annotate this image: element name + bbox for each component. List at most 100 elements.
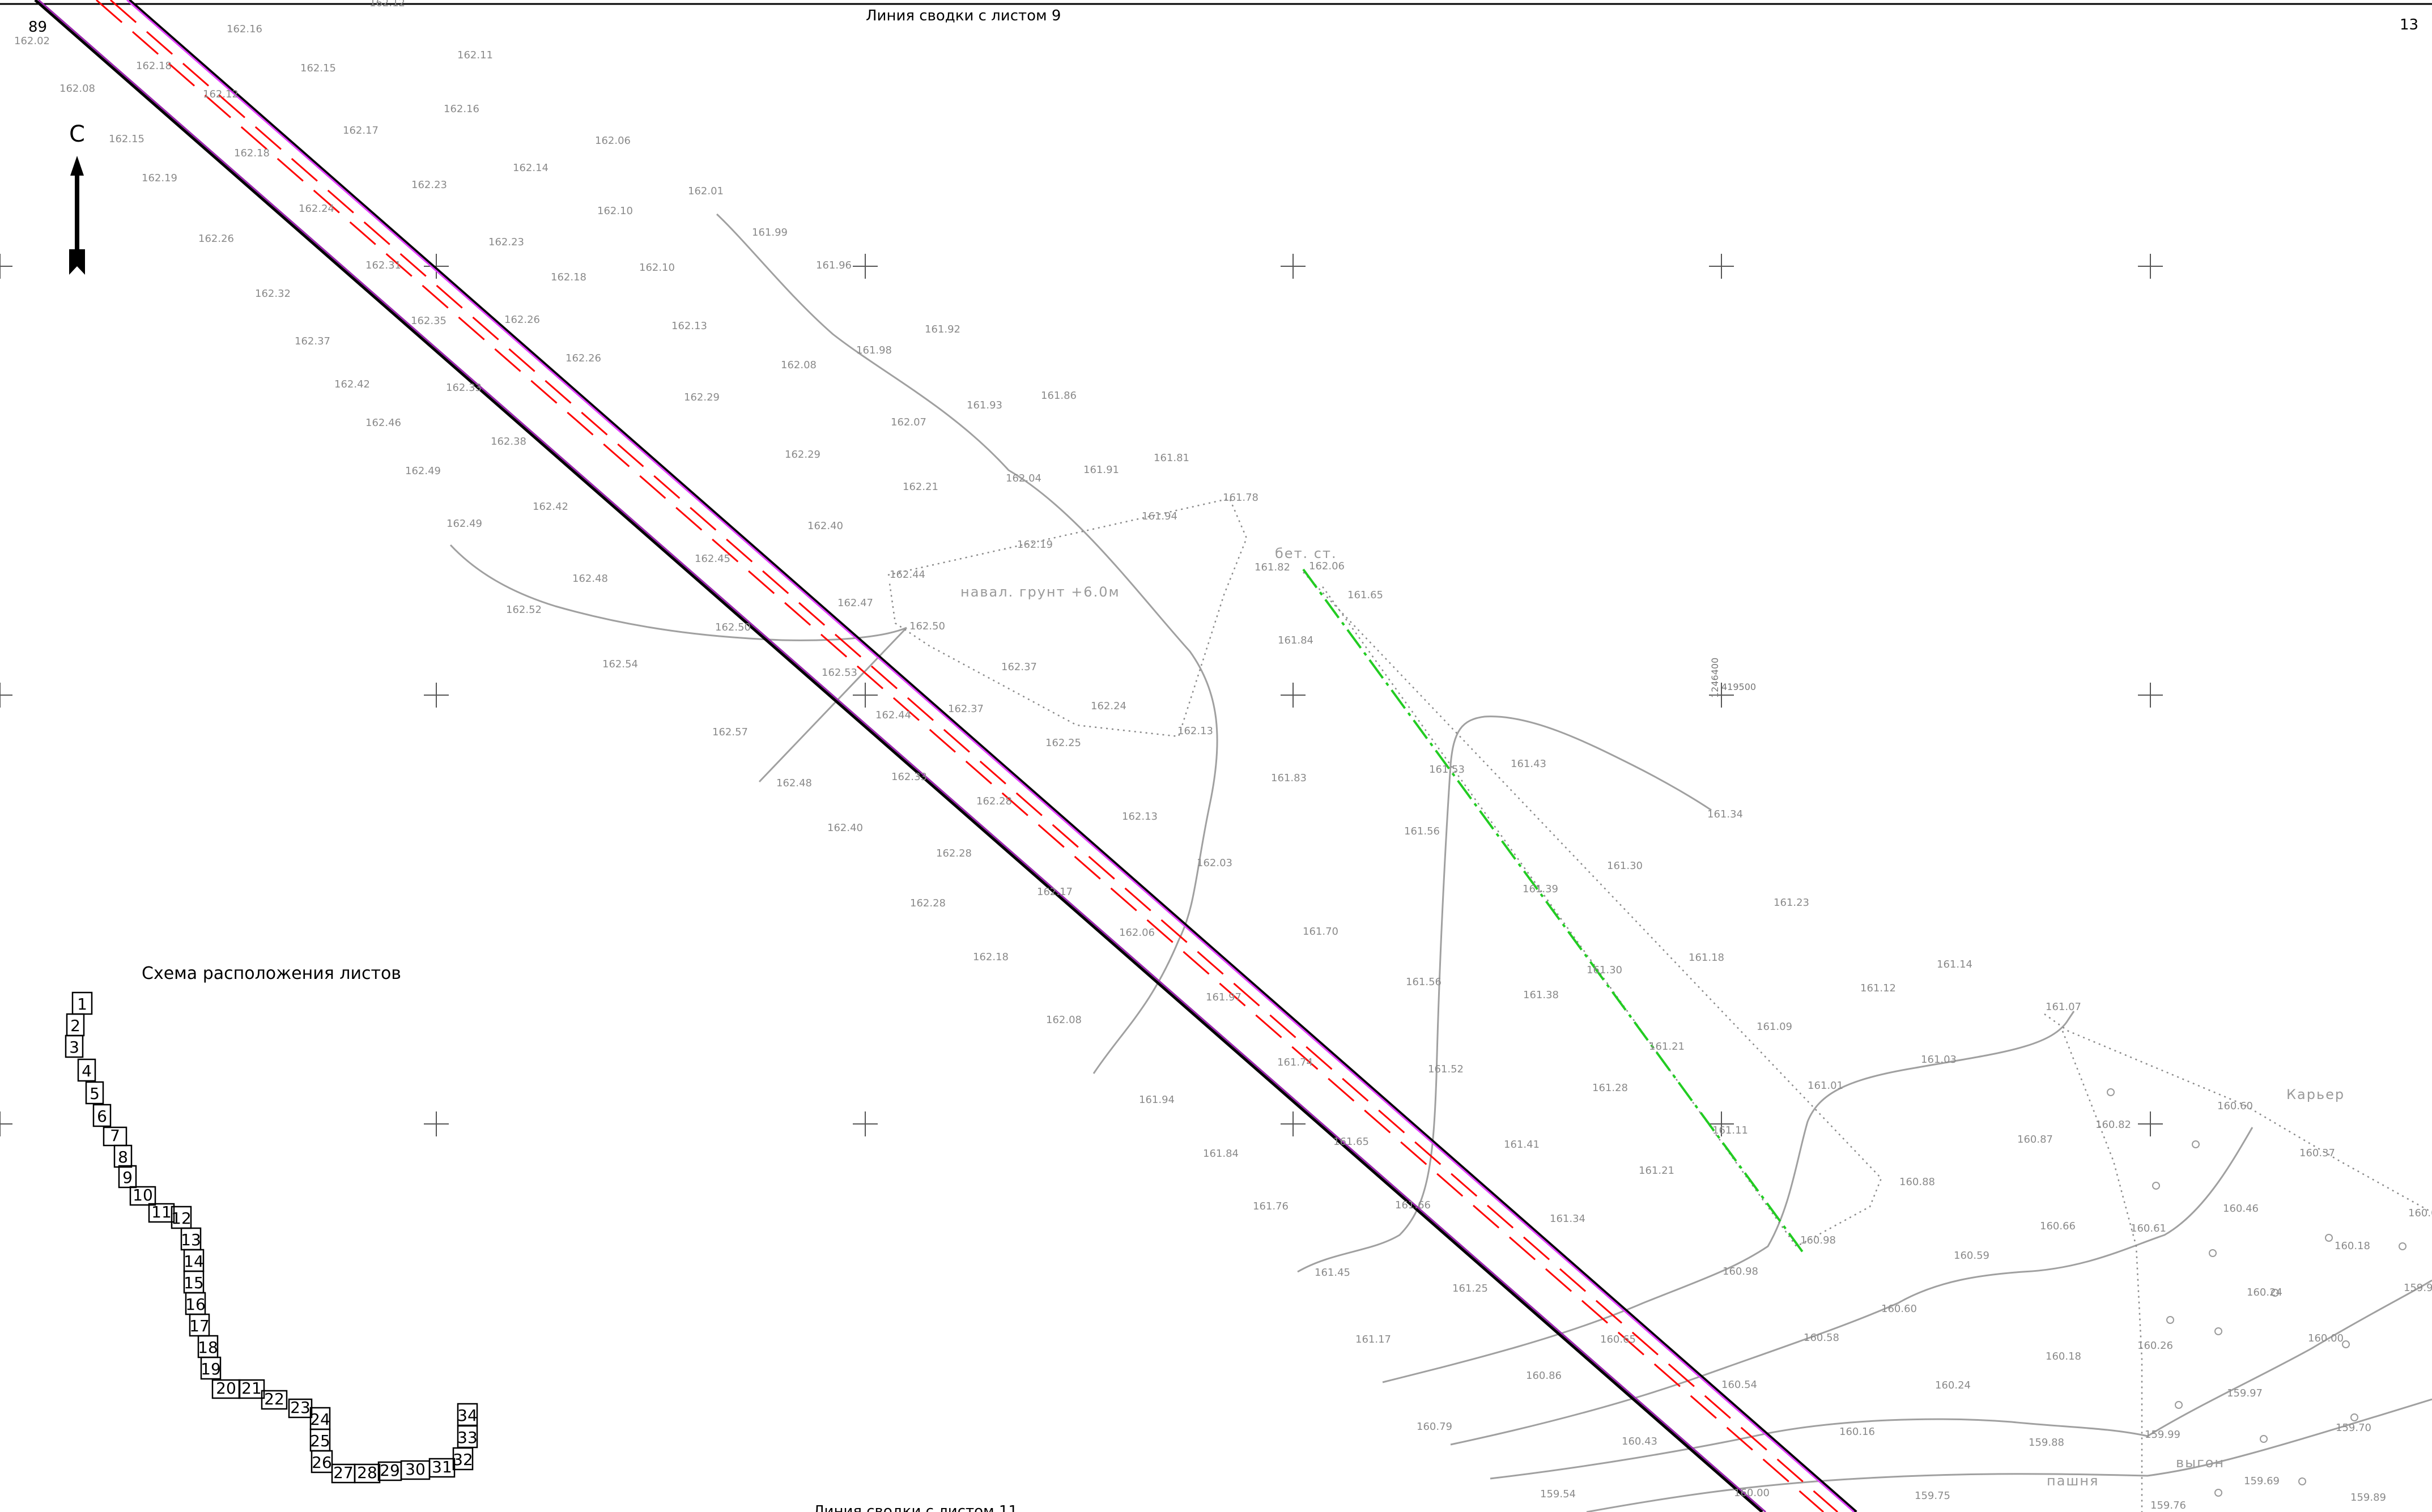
elevation-label: 162.23	[488, 236, 524, 248]
elevation-label: 161.23	[1774, 897, 1809, 909]
elevation-label: 162.18	[973, 951, 1009, 963]
elevation-label: 161.78	[1223, 492, 1258, 504]
elevation-label: 162.14	[513, 162, 549, 174]
concrete-wall-label: бет. ст.	[1275, 546, 1337, 561]
scheme-tile-number: 9	[122, 1168, 133, 1187]
scheme-tile-frame	[85, 1081, 104, 1105]
elevation-label: 160.18	[2335, 1240, 2370, 1252]
quarry-marker	[2214, 1489, 2222, 1497]
scheme-tile: 22	[261, 1390, 288, 1410]
elevation-label: 161.82	[1255, 561, 1290, 573]
scheme-tile-frame	[65, 1034, 84, 1058]
elevation-label: 161.84	[1278, 634, 1313, 646]
elevation-label: 162.08	[781, 359, 817, 371]
elevation-label: 161.92	[925, 323, 960, 335]
scheme-tile: 24	[309, 1407, 331, 1430]
scheme-tile: 13	[180, 1227, 202, 1251]
elevation-label: 162.37	[1001, 661, 1037, 673]
scheme-tile: 25	[309, 1428, 331, 1452]
scheme-tile-number: 30	[405, 1460, 426, 1479]
pipeline-corridor	[34, 0, 1857, 1512]
quarry-marker	[2214, 1327, 2222, 1335]
scheme-tile-number: 8	[118, 1148, 128, 1166]
scheme-tile: 5	[85, 1081, 104, 1105]
elevation-label: 162.16	[227, 23, 262, 35]
scheme-tile-number: 18	[198, 1338, 218, 1357]
elevation-label: 160.87	[2017, 1134, 2053, 1145]
elevation-label: 161.09	[1757, 1021, 1792, 1033]
scheme-tile-number: 24	[310, 1410, 330, 1429]
elevation-label: 162.12	[369, 0, 405, 9]
elevation-label: 162.18	[551, 271, 586, 283]
elevation-label: 159.76	[2150, 1500, 2186, 1511]
scheme-tile-number: 6	[97, 1107, 107, 1126]
corridor-edge-left-outline	[38, 0, 1766, 1512]
elevation-label: 160.00	[1734, 1487, 1770, 1499]
elevation-label: 162.08	[1046, 1014, 1082, 1026]
scheme-tile: 15	[183, 1270, 205, 1294]
elevation-label: 162.29	[684, 391, 720, 403]
elevation-label: 162.49	[405, 465, 441, 477]
bottom-junction-label: Линия сводки с листом 11	[813, 1503, 1018, 1512]
elevation-label: 161.39	[1523, 883, 1558, 895]
elevation-label: 161.30	[1587, 964, 1622, 976]
quarry-boundary	[2061, 1030, 2143, 1512]
scheme-tile-number: 16	[185, 1295, 206, 1314]
elevation-label: 162.48	[776, 777, 812, 789]
elevation-label: 161.93	[967, 399, 1002, 411]
elevation-label: 162.44	[890, 569, 925, 581]
arable-label: пашня	[2047, 1473, 2099, 1489]
elevation-label: 161.86	[1041, 390, 1077, 402]
scheme-tile-number: 32	[453, 1450, 473, 1469]
elevation-label: 162.03	[1197, 857, 1232, 869]
quarry-marker	[2298, 1477, 2306, 1485]
quarry-marker	[2209, 1249, 2217, 1257]
elevation-label: 161.65	[1347, 589, 1383, 601]
elevation-label: 161.41	[1504, 1139, 1540, 1151]
elevation-label: 160.98	[1723, 1266, 1758, 1277]
elevation-label: 160.79	[1417, 1421, 1452, 1433]
elevation-label: 162.37	[948, 703, 984, 715]
scheme-tile-number: 21	[241, 1379, 262, 1398]
corridor-edge-right	[128, 0, 1857, 1512]
scheme-tile: 12	[171, 1206, 192, 1229]
scheme-tile-number: 22	[264, 1390, 284, 1408]
scheme-tile: 31	[428, 1458, 456, 1478]
scheme-tile-frame	[428, 1458, 456, 1478]
elevation-label: 160.24	[1935, 1379, 1971, 1391]
elevation-label: 162.26	[504, 314, 540, 326]
elevation-label: 161.96	[816, 259, 852, 271]
scheme-tile: 6	[92, 1104, 112, 1127]
quarry-label: Карьер	[2286, 1087, 2345, 1102]
scheme-tile-number: 29	[380, 1461, 400, 1480]
elevation-label: 161.91	[1083, 464, 1119, 476]
elevation-label: 159.69	[2244, 1475, 2280, 1487]
elevation-label: 162.26	[198, 233, 234, 245]
corridor-edge-left	[34, 0, 1763, 1512]
quarry-marker	[2342, 1340, 2350, 1348]
elevation-label: 160.54	[1721, 1379, 1757, 1391]
scheme-tile: 11	[148, 1203, 175, 1223]
quarry-marker	[2325, 1234, 2333, 1242]
elevation-label: 162.06	[1119, 927, 1155, 939]
scheme-tile-frame	[200, 1356, 222, 1380]
elevation-label: 161.21	[1639, 1165, 1674, 1177]
elevation-label: 162.28	[976, 795, 1012, 807]
quarry-marker	[2271, 1289, 2279, 1297]
elevation-label: 159.89	[2350, 1492, 2386, 1504]
elevation-label: 162.06	[1309, 560, 1345, 572]
scheme-tile: 30	[400, 1460, 431, 1480]
coordinate-label: 1246400	[1710, 658, 1720, 698]
scheme-tile-number: 26	[312, 1453, 332, 1472]
contour-line	[1382, 1011, 2075, 1383]
elevation-label: 161.94	[1142, 510, 1177, 522]
scheme-tile-frame	[354, 1463, 381, 1484]
scheme-tile-frame	[148, 1203, 175, 1223]
scheme-tile: 17	[189, 1313, 210, 1337]
elevation-label: 161.74	[1277, 1057, 1313, 1068]
quarry-marker	[2166, 1316, 2174, 1324]
scheme-tile-number: 23	[290, 1398, 311, 1417]
elevation-label: 159.75	[1915, 1490, 1950, 1502]
elevation-label: 160.60	[1881, 1303, 1917, 1315]
